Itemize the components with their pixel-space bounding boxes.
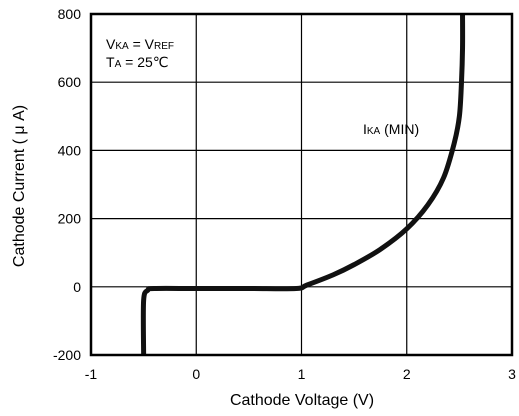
x-tick-label: 3 xyxy=(508,366,516,382)
x-tick-label: 1 xyxy=(298,366,306,382)
series-label-ika-min: IKA (MIN) xyxy=(363,121,419,137)
y-axis-title: Cathode Current ( μ A) xyxy=(11,105,28,267)
tick-labels: -1 0 1 2 3 -200 0 200 400 600 800 xyxy=(53,6,516,382)
y-tick-label: 0 xyxy=(73,279,81,295)
plot-frame xyxy=(89,12,514,357)
y-tick-label: 400 xyxy=(58,142,82,158)
y-tick-label: 200 xyxy=(58,211,82,227)
y-tick-label: 600 xyxy=(58,74,82,90)
condition-vka-vref: VKA = VREF xyxy=(106,36,174,52)
x-tick-label: -1 xyxy=(85,366,98,382)
condition-temperature: TA = 25℃ xyxy=(106,54,168,70)
y-tick-label: -200 xyxy=(53,347,81,363)
x-tick-label: 0 xyxy=(192,366,200,382)
x-axis-title: Cathode Voltage (V) xyxy=(230,392,374,409)
curve-layer xyxy=(140,13,466,356)
y-tick-label: 800 xyxy=(58,6,82,22)
series-curve-ika-min xyxy=(140,13,466,356)
x-tick-label: 2 xyxy=(403,366,411,382)
